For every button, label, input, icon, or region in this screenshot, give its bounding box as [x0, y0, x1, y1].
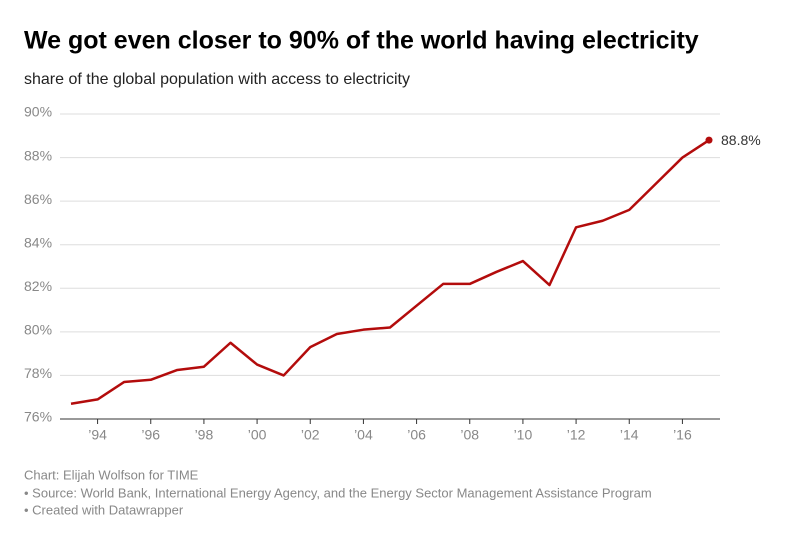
y-tick-label: 86%: [24, 191, 52, 207]
chart-subtitle: share of the global population with acce…: [24, 71, 410, 88]
y-tick-label: 84%: [24, 234, 52, 250]
x-tick-label: ’04: [354, 427, 373, 443]
x-tick-label: ’96: [141, 427, 160, 443]
x-tick-label: ’06: [407, 427, 426, 443]
note: Chart: Elijah Wolfson for TIME: [24, 467, 199, 482]
x-tick-label: ’94: [88, 427, 107, 443]
end-point: [705, 136, 713, 144]
x-tick-label: ’00: [248, 427, 267, 443]
line: [70, 139, 710, 405]
chart-title: We got even closer to 90% of the world h…: [24, 27, 699, 55]
y-tick-label: 82%: [24, 278, 52, 294]
y-tick-label: 90%: [24, 104, 52, 120]
x-tick-label: ’98: [195, 427, 214, 443]
y-tick-label: 88%: [24, 147, 52, 163]
x-tick-label: ’08: [460, 427, 479, 443]
y-tick-label: 80%: [24, 322, 52, 338]
x-tick-label: ’02: [301, 427, 320, 443]
y-tick-label: 78%: [24, 365, 52, 381]
x-tick-label: ’12: [567, 427, 586, 443]
value-label: 88.8%: [721, 132, 761, 148]
y-tick-label: 76%: [24, 409, 52, 425]
x-tick-label: ’16: [673, 427, 692, 443]
note: • Source: World Bank, International Ener…: [24, 485, 652, 500]
note: • Created with Datawrapper: [24, 502, 184, 517]
x-tick-label: ’10: [514, 427, 533, 443]
x-tick-label: ’14: [620, 427, 639, 443]
